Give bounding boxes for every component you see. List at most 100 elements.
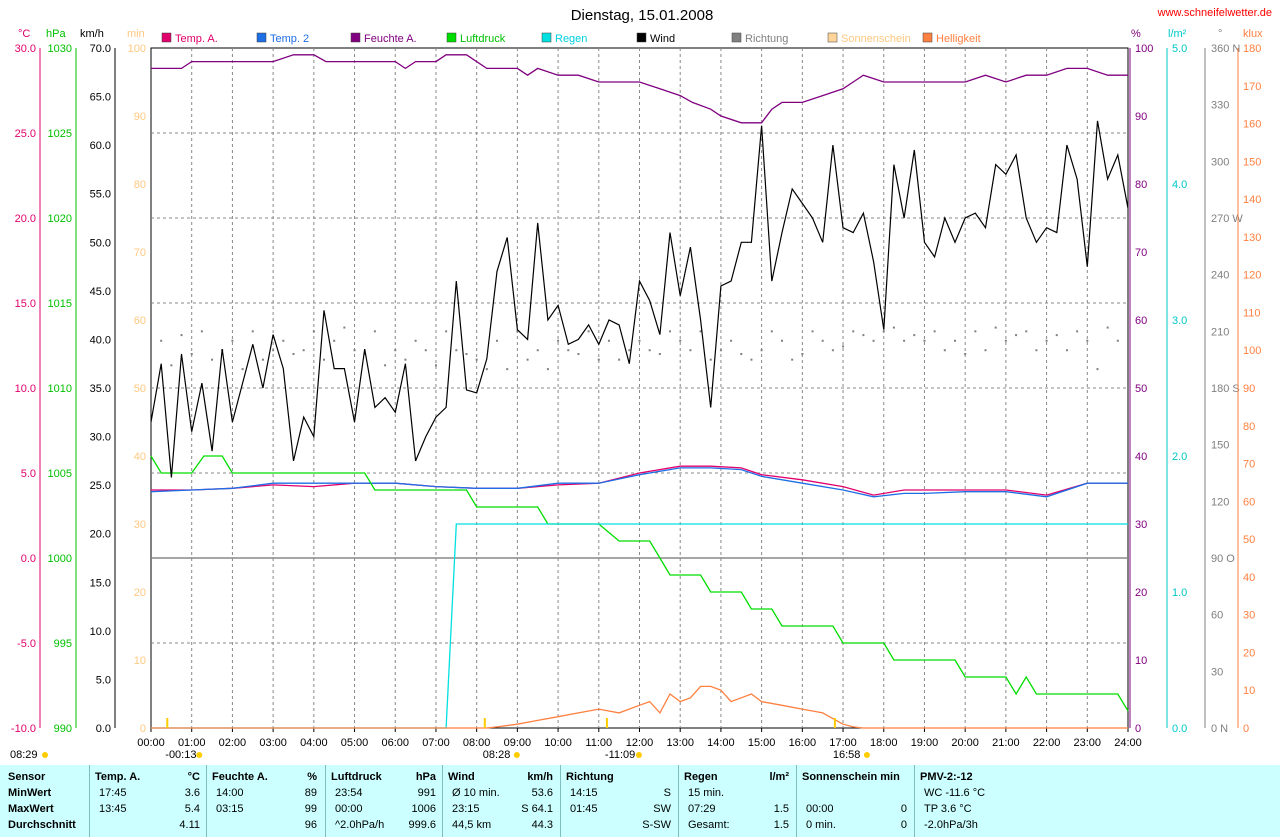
minutes-tick-label: 70	[134, 247, 146, 259]
direction-point	[434, 364, 437, 367]
stats-value: S-SW	[642, 819, 671, 831]
stats-separator	[914, 765, 915, 837]
pressure-tick-label: 1015	[48, 298, 72, 310]
brightness-tick-label: 90	[1243, 383, 1255, 395]
direction-point	[333, 339, 336, 342]
direction-point	[516, 330, 519, 333]
direction-point	[455, 349, 458, 352]
direction-tick-label: 210	[1211, 326, 1229, 338]
direction-point	[536, 349, 539, 352]
time-marker-label: 08:29	[10, 749, 38, 761]
temp-tick-label: 10.0	[15, 383, 36, 395]
wind-tick-label: 25.0	[90, 480, 111, 492]
x-tick-label: 16:00	[789, 737, 817, 749]
direction-point	[241, 368, 244, 371]
legend-label: Luftdruck	[460, 33, 506, 45]
brightness-tick-label: 110	[1243, 307, 1261, 319]
humidity-tick-label: 80	[1135, 179, 1147, 191]
stats-header: Temp. A.	[95, 771, 141, 783]
direction-point	[811, 330, 814, 333]
brightness-tick-label: 120	[1243, 270, 1261, 282]
brightness-tick-label: 0	[1243, 723, 1249, 735]
direction-tick-label: 150	[1211, 440, 1229, 452]
stats-unit: l/m²	[769, 771, 789, 783]
x-tick-label: 17:00	[829, 737, 857, 749]
direction-point	[862, 334, 865, 337]
direction-point	[821, 339, 824, 342]
direction-point	[1096, 368, 1099, 371]
minutes-tick-label: 40	[134, 451, 146, 463]
brightness-tick-label: 60	[1243, 496, 1255, 508]
brightness-tick-label: 100	[1243, 345, 1261, 357]
temp-tick-label: 25.0	[15, 128, 36, 140]
legend-label: Temp. 2	[270, 33, 309, 45]
direction-point	[892, 326, 895, 329]
direction-point	[1004, 339, 1007, 342]
stats-separator	[796, 765, 797, 837]
stats-separator	[206, 765, 207, 837]
wind-tick-label: 20.0	[90, 529, 111, 541]
wind-tick-label: 65.0	[90, 92, 111, 104]
stats-row-label: Durchschnitt	[8, 819, 76, 831]
stats-value: 999.6	[408, 819, 436, 831]
x-tick-label: 20:00	[951, 737, 979, 749]
brightness-tick-label: 160	[1243, 119, 1261, 131]
direction-point	[923, 339, 926, 342]
stats-header: Sonnenschein min	[802, 771, 900, 783]
direction-point	[1116, 339, 1119, 342]
direction-point	[953, 339, 956, 342]
stats-time: Ø 10 min.	[452, 787, 500, 799]
x-tick-label: 11:00	[585, 737, 612, 749]
direction-point	[424, 349, 427, 352]
weather-chart: Dienstag, 15.01.2008 www.schneifelwetter…	[10, 7, 1272, 761]
humidity-tick-label: 20	[1135, 587, 1147, 599]
temp-tick-label: -5.0	[17, 638, 36, 650]
minutes-tick-label: 100	[128, 43, 146, 55]
x-tick-label: 13:00	[666, 737, 694, 749]
humidity-tick-label: 90	[1135, 111, 1147, 123]
direction-point	[363, 353, 366, 355]
direction-point	[282, 339, 285, 342]
stats-time: 44,5 km	[452, 819, 492, 831]
direction-point	[658, 353, 661, 355]
direction-point	[994, 326, 997, 329]
direction-point	[170, 364, 173, 367]
stats-value: 53.6	[531, 787, 553, 799]
direction-point	[577, 353, 580, 355]
direction-tick-label: 240	[1211, 270, 1229, 282]
direction-point	[1086, 339, 1089, 342]
temp-tick-label: 5.0	[21, 468, 36, 480]
direction-tick-label: 300	[1211, 156, 1229, 168]
legend-label: Helligkeit	[936, 33, 981, 45]
direction-point	[261, 358, 264, 361]
series-line-temp-a-	[151, 465, 1128, 496]
wind-tick-label: 5.0	[96, 674, 111, 686]
wind-tick-label: 40.0	[90, 334, 111, 346]
stats-value: 99	[304, 803, 317, 815]
rain-tick-label: 3.0	[1172, 315, 1187, 327]
humidity-tick-label: 70	[1135, 247, 1147, 259]
wind-tick-label: 30.0	[90, 432, 111, 444]
x-tick-label: 24:00	[1114, 737, 1142, 749]
brightness-tick-label: 40	[1243, 572, 1255, 584]
pressure-tick-label: 1030	[48, 43, 72, 55]
time-markers: 08:29 -00:13 08:28 -11:09 16:58	[10, 718, 870, 761]
direction-point	[251, 330, 254, 333]
direction-point	[211, 358, 214, 361]
wind-tick-label: 55.0	[90, 189, 111, 201]
direction-point	[842, 345, 845, 348]
x-tick-label: 00:00	[137, 737, 165, 749]
direction-point	[1055, 334, 1058, 337]
x-tick-label: 19:00	[911, 737, 939, 749]
brightness-tick-label: 180	[1243, 43, 1261, 55]
x-tick-label: 06:00	[381, 737, 409, 749]
stats-time: Gesamt:	[688, 819, 730, 831]
stats-value: 1.5	[773, 819, 789, 831]
legend-label: Feuchte A.	[364, 33, 417, 45]
legend-swatch	[636, 32, 647, 43]
direction-point	[180, 334, 183, 337]
website-label[interactable]: www.schneifelwetter.de	[1157, 7, 1272, 19]
direction-point	[353, 349, 356, 352]
stats-time: 03:15	[216, 803, 244, 815]
rain-tick-label: 0.0	[1172, 723, 1187, 735]
